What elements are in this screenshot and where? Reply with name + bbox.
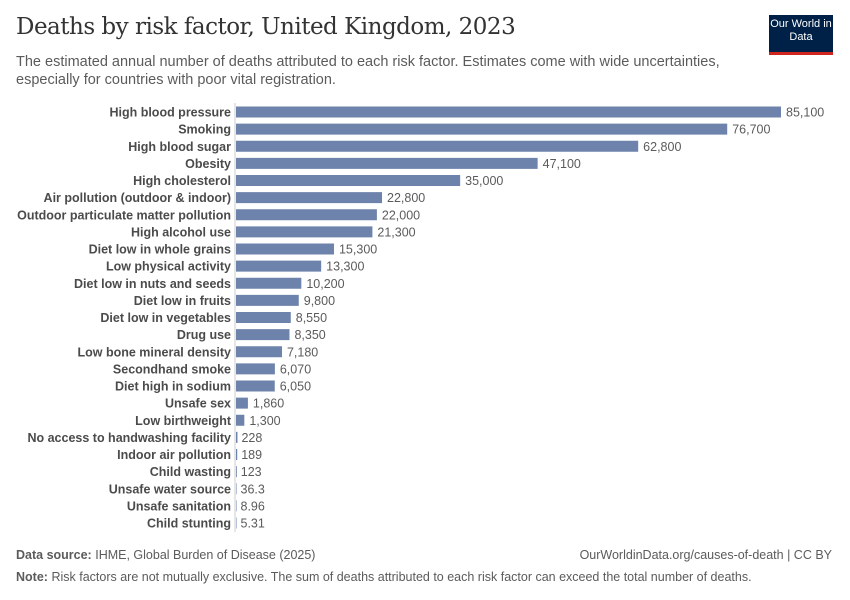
owid-logo[interactable]: Our World in Data	[769, 15, 833, 55]
category-label: Unsafe sanitation	[127, 499, 231, 513]
value-label: 10,200	[306, 277, 344, 291]
value-label: 1,860	[253, 397, 284, 411]
value-label: 85,100	[786, 106, 824, 120]
note-text: Risk factors are not mutually exclusive.…	[51, 570, 752, 584]
bar[interactable]	[236, 312, 291, 323]
value-label: 9,800	[304, 294, 335, 308]
bar[interactable]	[236, 277, 302, 289]
category-label: Child stunting	[147, 517, 231, 531]
logo-text: Our World in Data	[770, 18, 832, 43]
value-label: 22,000	[382, 208, 420, 222]
chart-title: Deaths by risk factor, United Kingdom, 2…	[16, 14, 516, 40]
bar[interactable]	[236, 329, 290, 341]
category-label: Smoking	[178, 123, 231, 137]
value-label: 6,070	[280, 362, 311, 376]
bar[interactable]	[236, 363, 275, 375]
value-label: 189	[241, 448, 262, 462]
bar[interactable]	[236, 226, 373, 238]
category-label: Obesity	[185, 157, 231, 171]
bar[interactable]	[236, 260, 322, 272]
bar[interactable]	[236, 294, 299, 306]
value-label: 8,350	[294, 328, 325, 342]
category-label: Diet high in sodium	[115, 380, 231, 394]
category-label: Unsafe sex	[165, 397, 231, 411]
category-label: Low birthweight	[135, 414, 232, 428]
value-label: 7,180	[287, 345, 318, 359]
bar[interactable]	[236, 517, 237, 529]
category-label: Secondhand smoke	[113, 362, 231, 376]
bar-chart: High blood pressure 85,100 Smoking 76,700 Hi…	[17, 103, 824, 532]
bar[interactable]	[236, 466, 237, 478]
category-label: Unsafe water source	[109, 482, 231, 496]
note: Note: Risk factors are not mutually excl…	[16, 570, 752, 584]
bar[interactable]	[236, 483, 237, 495]
category-label: High alcohol use	[131, 225, 231, 239]
note-label: Note:	[16, 570, 48, 584]
category-label: Diet low in fruits	[134, 294, 231, 308]
value-label: 62,800	[643, 140, 681, 154]
category-label: Indoor air pollution	[117, 448, 231, 462]
bar[interactable]	[236, 397, 248, 409]
value-label: 8.96	[241, 499, 265, 513]
chart-subtitle: The estimated annual number of deaths at…	[16, 54, 720, 88]
bar[interactable]	[236, 449, 238, 460]
source-label: Data source:	[16, 548, 92, 562]
source-url[interactable]: OurWorldinData.org/causes-of-death | CC …	[579, 548, 832, 562]
bar[interactable]	[236, 192, 383, 204]
category-label: High blood pressure	[109, 106, 231, 120]
value-label: 35,000	[465, 174, 503, 188]
category-label: Low physical activity	[106, 260, 231, 274]
category-label: Child wasting	[150, 465, 231, 479]
value-label: 76,700	[732, 123, 770, 137]
value-label: 123	[241, 465, 262, 479]
value-label: 8,550	[296, 311, 327, 325]
value-label: 47,100	[543, 157, 581, 171]
bar[interactable]	[236, 106, 781, 118]
bar[interactable]	[236, 140, 639, 152]
value-label: 21,300	[377, 225, 415, 239]
bar[interactable]	[236, 346, 282, 358]
bar[interactable]	[236, 500, 237, 512]
category-label: Drug use	[177, 328, 231, 342]
value-label: 5.31	[241, 517, 265, 531]
bar[interactable]	[236, 414, 245, 426]
bar[interactable]	[236, 209, 377, 221]
bar[interactable]	[236, 431, 238, 443]
category-label: High blood sugar	[128, 140, 231, 154]
category-label: Air pollution (outdoor & indoor)	[44, 191, 231, 205]
value-label: 228	[241, 431, 262, 445]
value-label: 36.3	[241, 482, 265, 496]
value-label: 6,050	[280, 380, 311, 394]
bar[interactable]	[236, 243, 334, 255]
bar[interactable]	[236, 175, 461, 186]
category-label: High cholesterol	[133, 174, 231, 188]
bar[interactable]	[236, 123, 728, 135]
category-label: Low bone mineral density	[78, 345, 232, 359]
value-label: 13,300	[326, 260, 364, 274]
category-label: Diet low in whole grains	[89, 243, 231, 257]
category-label: Outdoor particulate matter pollution	[17, 208, 231, 222]
value-label: 22,800	[387, 191, 425, 205]
category-label: No access to handwashing facility	[27, 431, 231, 445]
bar[interactable]	[236, 157, 538, 169]
data-source: Data source: IHME, Global Burden of Dise…	[16, 548, 315, 562]
source-text[interactable]: IHME, Global Burden of Disease (2025)	[95, 548, 316, 562]
category-label: Diet low in vegetables	[100, 311, 231, 325]
bar[interactable]	[236, 380, 275, 392]
category-label: Diet low in nuts and seeds	[74, 277, 231, 291]
value-label: 1,300	[249, 414, 280, 428]
value-label: 15,300	[339, 243, 377, 257]
